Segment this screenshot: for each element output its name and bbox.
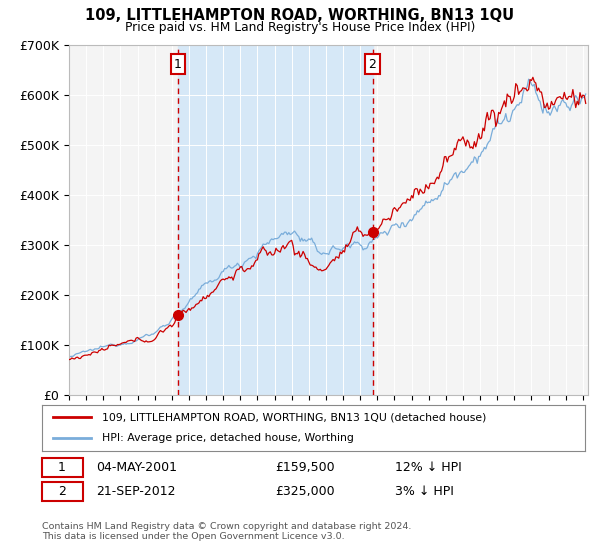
Text: Contains HM Land Registry data © Crown copyright and database right 2024.
This d: Contains HM Land Registry data © Crown c… [42,522,412,542]
Text: 109, LITTLEHAMPTON ROAD, WORTHING, BN13 1QU (detached house): 109, LITTLEHAMPTON ROAD, WORTHING, BN13 … [102,412,486,422]
Text: 1: 1 [58,461,66,474]
FancyBboxPatch shape [42,482,83,501]
Text: £325,000: £325,000 [275,485,335,498]
Text: 2: 2 [368,58,376,71]
Text: £159,500: £159,500 [275,461,335,474]
Text: 3% ↓ HPI: 3% ↓ HPI [395,485,454,498]
FancyBboxPatch shape [42,458,83,477]
Text: HPI: Average price, detached house, Worthing: HPI: Average price, detached house, Wort… [102,433,353,444]
Text: 12% ↓ HPI: 12% ↓ HPI [395,461,462,474]
Text: 04-MAY-2001: 04-MAY-2001 [97,461,178,474]
Text: 1: 1 [173,58,182,71]
Text: Price paid vs. HM Land Registry's House Price Index (HPI): Price paid vs. HM Land Registry's House … [125,21,475,34]
Text: 109, LITTLEHAMPTON ROAD, WORTHING, BN13 1QU: 109, LITTLEHAMPTON ROAD, WORTHING, BN13 … [85,8,515,24]
Text: 21-SEP-2012: 21-SEP-2012 [97,485,176,498]
Bar [178,45,373,395]
Text: 2: 2 [58,485,66,498]
